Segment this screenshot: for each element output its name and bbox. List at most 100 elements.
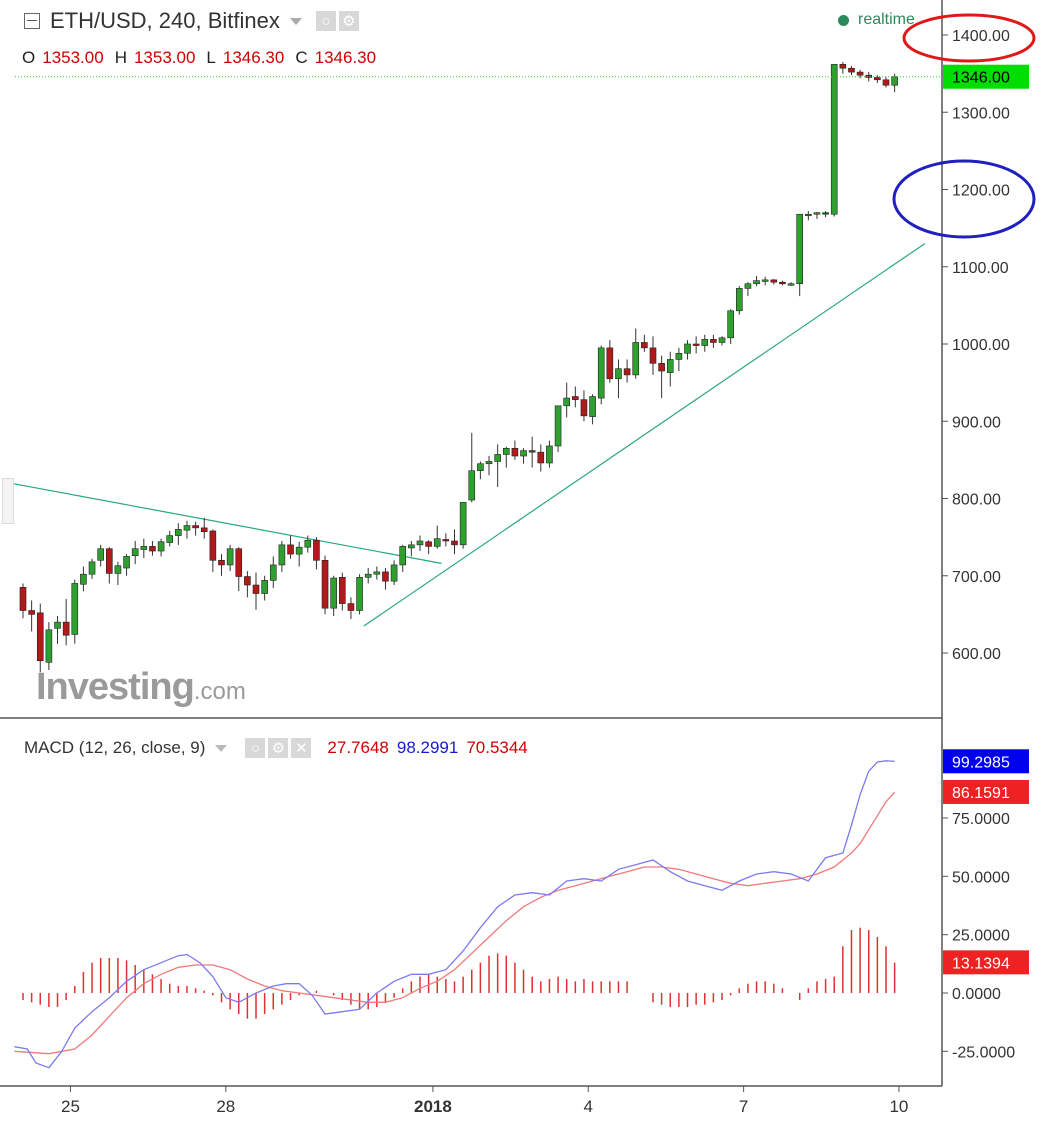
candle-body <box>106 548 113 574</box>
macd-y-tick-label: 0.0000 <box>952 986 1001 1003</box>
x-tick-label: 2018 <box>414 1097 452 1116</box>
macd-value-tag <box>943 779 1029 804</box>
candle-body <box>442 539 450 542</box>
candle-body <box>54 621 61 629</box>
candle-body <box>718 337 726 343</box>
last-price-marker: 1346.00 <box>15 64 1029 89</box>
candle-body <box>494 454 501 462</box>
price-y-tick-label: 700.00 <box>952 569 1001 586</box>
macd-value-tag-label: 99.2985 <box>952 754 1010 771</box>
candle-body <box>166 535 174 543</box>
gear-icon[interactable]: ⚙ <box>338 11 359 31</box>
close-icon[interactable]: ✕ <box>291 738 312 758</box>
candle-body <box>666 359 674 373</box>
candle-body <box>477 463 484 471</box>
candle-body <box>822 212 829 215</box>
candle-body <box>175 529 182 536</box>
macd-value-tag <box>943 950 1029 975</box>
logo-suffix-text: .com <box>193 678 246 705</box>
candle-body <box>71 583 79 635</box>
price-y-tick-label: 1200.00 <box>952 183 1010 200</box>
candle-body <box>520 450 527 457</box>
candle-body <box>36 612 44 662</box>
x-tick-label: 7 <box>739 1097 748 1116</box>
collapse-icon[interactable] <box>24 13 40 29</box>
macd-value-tag-label: 13.1394 <box>952 955 1010 972</box>
candle-body <box>28 610 35 615</box>
macd-line <box>14 760 895 1069</box>
ohlc-close-key: C <box>295 48 308 67</box>
candle-body <box>356 576 363 611</box>
candle-body <box>390 564 398 582</box>
candle-body <box>753 280 760 285</box>
ohlc-low-value: 1346.30 <box>222 48 285 67</box>
candle-body <box>882 79 890 86</box>
candle-body <box>19 587 27 611</box>
candle-body <box>80 573 87 585</box>
candle-body <box>140 546 148 550</box>
candle-body <box>313 539 320 561</box>
realtime-label: realtime <box>858 11 915 28</box>
settings-toggle-icon[interactable]: ○ <box>245 738 266 758</box>
last-price-tag <box>943 64 1029 89</box>
macd-y-tick-label: 25.0000 <box>952 928 1010 945</box>
candle-body <box>623 368 631 376</box>
candle-body <box>45 629 53 663</box>
annotation-red-ellipse <box>902 13 1036 63</box>
candle-body <box>649 347 657 364</box>
candle-body <box>200 527 208 533</box>
candle-body <box>382 571 389 582</box>
candle-body <box>416 540 424 546</box>
candle-body <box>502 447 510 455</box>
candle-body <box>891 76 898 86</box>
axes: 600.00 700.00 800.00 900.00 1000.00 1100.00 12… <box>0 0 1015 1116</box>
annotations <box>892 13 1036 239</box>
candle-body <box>425 541 432 547</box>
gear-icon[interactable]: ⚙ <box>268 738 289 758</box>
candle-body <box>459 502 467 546</box>
candle-body <box>632 342 640 376</box>
macd-pane: 99.2985 86.1591 13.1394 <box>14 749 1029 1069</box>
candlestick-series <box>19 62 898 673</box>
candle-body <box>779 281 786 285</box>
candle-body <box>537 451 545 464</box>
macd-signal-value: 70.5344 <box>466 738 528 757</box>
status-dot-icon <box>838 14 849 26</box>
pane-resize-handle[interactable] <box>2 478 14 524</box>
price-y-tick-label: 800.00 <box>952 492 1001 509</box>
price-y-tick-label: 900.00 <box>952 414 1001 431</box>
candle-body <box>209 530 217 561</box>
chevron-down-icon[interactable] <box>215 744 228 752</box>
candle-body <box>269 564 277 581</box>
candle-body <box>580 399 588 417</box>
price-y-tick-label: 1300.00 <box>952 105 1010 122</box>
investing-logo: Investing .com <box>36 666 246 709</box>
candle-body <box>235 548 243 577</box>
candle-body <box>183 525 191 531</box>
settings-toggle-icon[interactable]: ○ <box>315 11 336 31</box>
chart-title[interactable]: ETH/USD, 240, Bitfinex <box>50 8 280 33</box>
candle-body <box>244 576 251 586</box>
macd-header: MACD (12, 26, close, 9) ○ ⚙ ✕ 27.7648 98… <box>24 736 536 760</box>
candle-body <box>339 576 346 604</box>
candle-body <box>848 67 855 73</box>
candle-body <box>744 283 752 289</box>
ohlc-close-value: 1346.30 <box>314 48 377 67</box>
candle-body <box>641 342 648 349</box>
realtime-indicator: realtime <box>838 11 915 29</box>
candle-body <box>761 279 769 282</box>
trendline <box>9 482 442 564</box>
candle-body <box>131 548 139 556</box>
macd-title[interactable]: MACD (12, 26, close, 9) <box>24 738 206 757</box>
candle-body <box>684 343 691 354</box>
price-y-tick-label: 600.00 <box>952 646 1001 663</box>
chevron-down-icon[interactable] <box>289 17 302 25</box>
candle-body <box>218 559 225 566</box>
candle-body <box>658 363 665 372</box>
candle-body <box>546 445 553 464</box>
candle-body <box>839 64 847 69</box>
candle-body <box>572 396 579 400</box>
candle-body <box>606 347 614 380</box>
candle-body <box>865 74 873 78</box>
